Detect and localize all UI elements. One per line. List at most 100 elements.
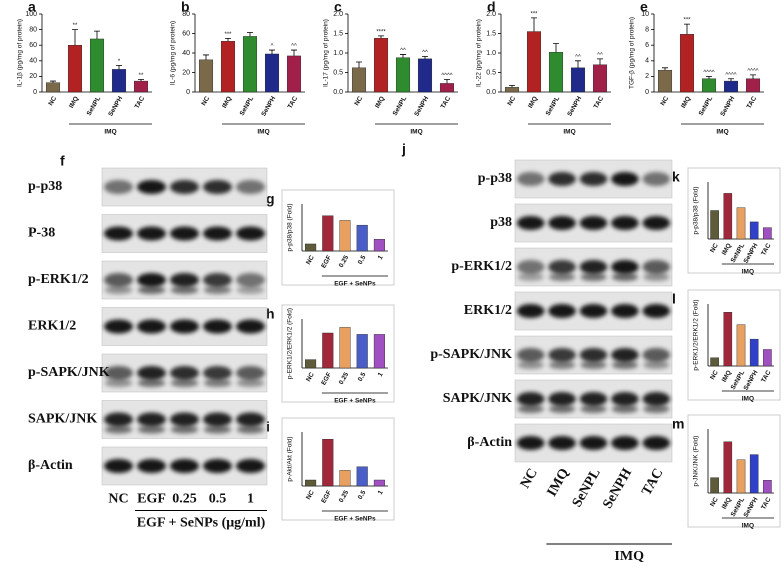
y-tick-label: 1.5 [486,30,496,37]
band [235,273,266,287]
y-tick-label: 100 [25,11,37,18]
bar [356,224,368,252]
error-bar [50,80,56,83]
y-tick-label: 2.0 [333,11,343,18]
band [170,425,199,434]
x-tick-label: 1 [377,371,385,378]
band [611,392,639,406]
band [203,286,232,294]
group-label: IMQ [563,129,575,136]
group-label: IMQ [742,396,754,403]
error-bar [531,17,537,32]
error-bar [72,29,78,46]
bar [356,466,368,487]
band [236,425,265,434]
band [202,412,233,427]
y-tick-label: 60 [29,42,37,49]
group-label: EGF + SeNPs (μg/ml) [137,516,266,531]
lane-label: EGF [137,492,166,507]
x-tick-label: NC [709,496,720,508]
significance-label: ** [139,73,144,79]
y-tick-label: 0.0 [333,89,343,96]
bar [763,349,772,367]
y-axis-label: TGF-β (pg/mg of protein) [629,17,636,89]
band [235,226,266,241]
band [170,379,199,387]
significance-label: *** [224,32,232,38]
blot-row-label: β-Actin [28,458,73,473]
significance-label: ^^^^ [747,68,758,74]
x-tick-label: 0.25 [338,371,351,386]
band [203,425,232,434]
group-label: IMQ [742,523,754,530]
x-tick-label: 1 [377,489,385,496]
band [236,286,265,294]
error-bar [444,79,450,84]
bar [504,87,520,93]
x-tick-label: IMQ [527,95,539,109]
y-tick-label: 0 [645,89,649,96]
group-label: IMQ [742,269,754,276]
band [642,172,671,186]
band [103,180,134,194]
band [169,412,200,427]
y-tick-label: 80 [182,11,190,18]
bar [395,57,411,93]
band [580,361,607,369]
significance-label: *** [530,11,538,17]
lane-label: 0.25 [172,492,197,507]
band [202,366,233,380]
bar [745,78,761,93]
x-tick-label: 1 [377,254,385,261]
y-axis-label: p-Akt/Akt (Fold) [287,436,294,481]
x-tick-label: NC [709,242,720,254]
band [579,304,608,318]
significance-label: ^^ [597,52,603,58]
x-tick-label: SeNPH [107,95,124,118]
significance-label: *** [683,18,691,24]
x-tick-label: TAC [287,95,300,110]
error-bar [378,35,384,39]
blot-row-label: SAPK/JNK [28,412,97,427]
blot-row-label: SAPK/JNK [443,391,512,406]
band [516,436,545,450]
error-bar [247,32,253,37]
bar [322,439,334,487]
y-tick-label: 0.5 [486,69,496,76]
band [235,412,266,427]
band [579,348,608,362]
significance-label: ^^ [291,44,297,50]
band [548,348,576,362]
bar [305,479,317,487]
panel-letter: f [60,153,65,169]
bar [417,58,433,93]
band [642,436,671,450]
lane-label: IMQ [545,466,573,499]
x-tick-label: NC [305,489,316,501]
band [236,379,265,387]
band [137,379,166,387]
bar [242,36,258,93]
panel-frame [281,189,395,286]
lane-label: NC [108,492,128,507]
panel-letter: b [181,0,190,15]
y-tick-label: 20 [182,69,190,76]
x-tick-label: 0.5 [357,254,368,266]
band [103,273,134,287]
x-tick-label: NC [709,369,720,381]
bar [749,338,759,367]
band [136,319,167,334]
significance-label: ^^^^ [441,73,452,79]
lane-label: SeNPH [600,466,635,511]
band [643,361,670,369]
error-bar [750,74,756,79]
y-axis-label: p-ERK1/2/ERK1/2 (Fold) [287,308,294,379]
bar [286,55,302,93]
band [579,392,608,406]
error-bar [684,23,690,35]
x-tick-label: IMQ [721,496,733,510]
y-axis-label: IL-22 (pg/mg of protein) [476,19,483,87]
bar [373,479,385,487]
band [202,180,233,194]
